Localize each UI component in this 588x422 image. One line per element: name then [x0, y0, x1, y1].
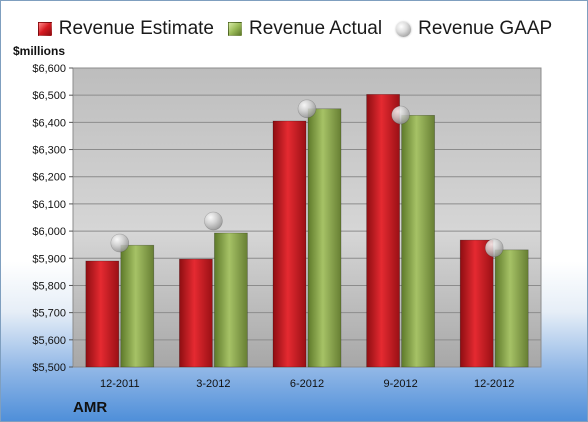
bar-revenue-estimate: [366, 94, 400, 368]
x-axis-ticks: 12-2011 3-2012 6-2012 9-2012 12-2012: [100, 378, 514, 390]
chart-legend: Revenue Estimate Revenue Actual Revenue …: [1, 17, 587, 41]
company-name: AMR: [73, 399, 108, 416]
y-tick-label: $6,300: [32, 145, 66, 157]
y-tick-label: $6,200: [32, 172, 66, 184]
gaap-marker: [110, 233, 130, 253]
x-tick-label: 9-2012: [383, 378, 417, 390]
legend-swatch-estimate: [37, 22, 52, 36]
bar-revenue-estimate: [179, 258, 213, 368]
y-tick-label: $5,800: [32, 280, 66, 292]
x-tick-label: 3-2012: [196, 378, 230, 390]
legend-item-estimate: Revenue Estimate: [37, 18, 214, 40]
legend-swatch-gaap: [396, 21, 412, 37]
bar-revenue-actual: [214, 232, 248, 368]
bar-revenue-actual: [307, 108, 342, 368]
legend-label-actual: Revenue Actual: [249, 18, 383, 39]
y-tick-label: $6,500: [32, 90, 66, 102]
gaap-marker: [391, 105, 410, 125]
bar-revenue-actual: [120, 244, 155, 368]
x-tick-label: 12-2012: [474, 378, 514, 390]
y-tick-label: $5,700: [32, 308, 66, 320]
legend-label-estimate: Revenue Estimate: [58, 18, 214, 39]
legend-item-actual: Revenue Actual: [228, 18, 382, 40]
y-tick-label: $6,000: [32, 226, 66, 238]
bar-revenue-estimate: [85, 260, 120, 368]
bar-revenue-estimate: [459, 239, 494, 368]
legend-label-gaap: Revenue GAAP: [418, 18, 553, 39]
x-tick-label: 6-2012: [290, 378, 324, 390]
bar-revenue-actual: [401, 114, 435, 368]
y-tick-label: $5,500: [32, 362, 66, 374]
y-tick-label: $6,600: [32, 63, 66, 75]
legend-item-gaap: Revenue GAAP: [396, 18, 552, 40]
y-tick-label: $5,900: [32, 253, 66, 265]
y-tick-label: $6,400: [32, 117, 66, 129]
y-axis-ticks: $5,500 $5,600 $5,700 $5,800 $5,900 $6,000 $6,1…: [32, 63, 73, 374]
y-axis-units-label: $millions: [13, 44, 66, 58]
gaap-marker: [204, 211, 223, 231]
bar-revenue-actual: [494, 249, 529, 368]
bar-revenue-estimate: [272, 120, 307, 368]
legend-swatch-actual: [228, 22, 242, 36]
y-tick-label: $5,600: [32, 335, 66, 347]
gaap-marker: [484, 238, 504, 258]
y-tick-label: $6,100: [32, 199, 66, 211]
x-tick-label: 12-2011: [100, 378, 140, 390]
bars: [85, 94, 529, 368]
gaap-marker: [297, 99, 317, 119]
gaap-markers: [110, 99, 504, 258]
